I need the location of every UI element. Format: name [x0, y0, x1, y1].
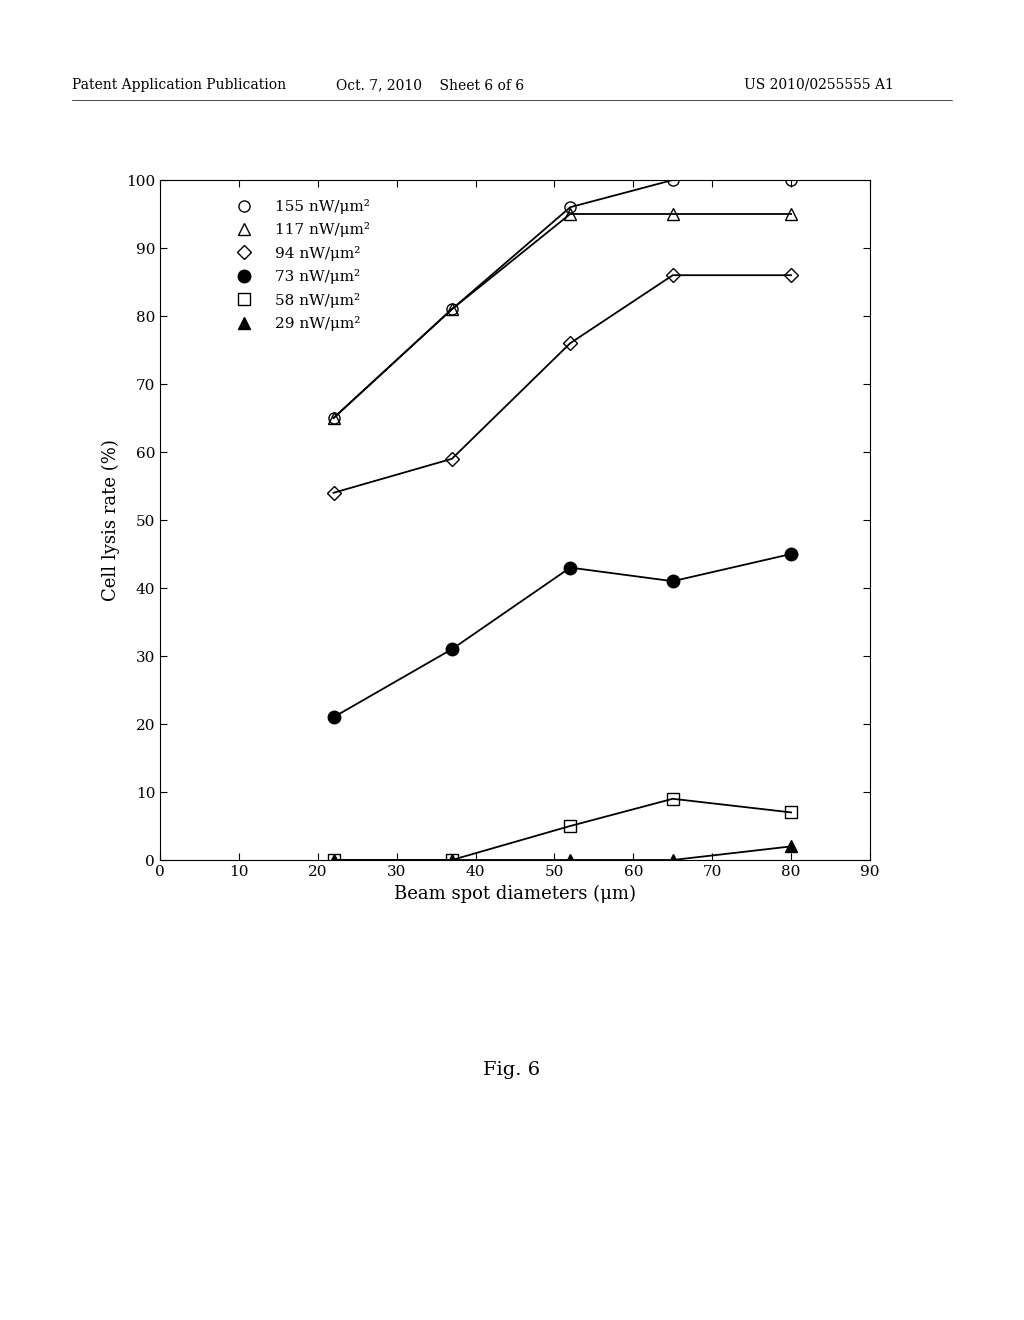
Text: Oct. 7, 2010    Sheet 6 of 6: Oct. 7, 2010 Sheet 6 of 6: [336, 78, 524, 92]
Text: US 2010/0255555 A1: US 2010/0255555 A1: [744, 78, 894, 92]
X-axis label: Beam spot diameters (μm): Beam spot diameters (μm): [394, 884, 636, 903]
Text: Patent Application Publication: Patent Application Publication: [72, 78, 286, 92]
Y-axis label: Cell lysis rate (%): Cell lysis rate (%): [102, 440, 121, 601]
Legend: 155 nW/μm², 117 nW/μm², 94 nW/μm², 73 nW/μm², 58 nW/μm², 29 nW/μm²: 155 nW/μm², 117 nW/μm², 94 nW/μm², 73 nW…: [224, 194, 375, 335]
Text: Fig. 6: Fig. 6: [483, 1061, 541, 1078]
